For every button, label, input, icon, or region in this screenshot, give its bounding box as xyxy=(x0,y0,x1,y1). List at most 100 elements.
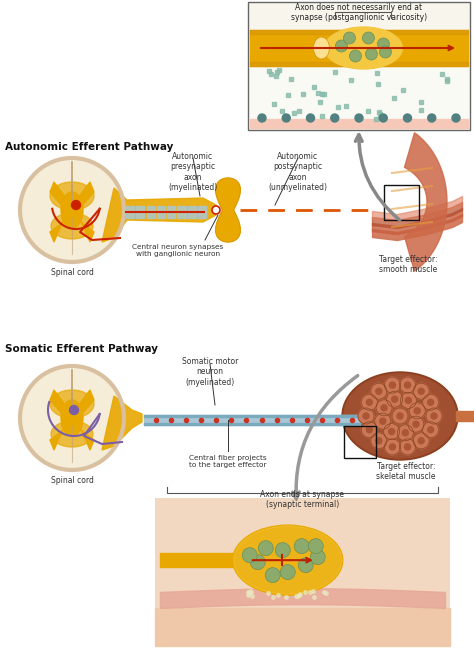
Circle shape xyxy=(310,550,325,565)
Ellipse shape xyxy=(233,525,343,595)
Circle shape xyxy=(366,399,373,405)
Circle shape xyxy=(349,50,362,62)
Text: Axon does not necessarily end at
synapse (postganglionic varicosity): Axon does not necessarily end at synapse… xyxy=(291,3,427,23)
Circle shape xyxy=(344,32,356,44)
Circle shape xyxy=(426,408,442,424)
Circle shape xyxy=(275,543,290,557)
Circle shape xyxy=(452,114,460,122)
Circle shape xyxy=(363,413,369,419)
Bar xyxy=(344,426,376,458)
Ellipse shape xyxy=(50,182,94,210)
Circle shape xyxy=(20,158,124,262)
Circle shape xyxy=(336,40,347,52)
Circle shape xyxy=(397,413,403,419)
Circle shape xyxy=(409,403,425,419)
Circle shape xyxy=(258,114,266,122)
Circle shape xyxy=(392,408,408,424)
Text: Target effector:
skeletal muscle: Target effector: skeletal muscle xyxy=(376,462,436,482)
Circle shape xyxy=(375,413,391,429)
Polygon shape xyxy=(50,390,69,416)
Circle shape xyxy=(361,394,377,410)
Circle shape xyxy=(413,383,429,399)
Circle shape xyxy=(414,408,420,414)
Circle shape xyxy=(428,427,434,433)
Circle shape xyxy=(212,206,220,214)
Circle shape xyxy=(413,421,419,427)
Circle shape xyxy=(402,430,408,436)
Ellipse shape xyxy=(61,400,83,436)
Circle shape xyxy=(363,32,374,44)
Text: Axon ends at synapse
(synaptic terminal): Axon ends at synapse (synaptic terminal) xyxy=(261,490,345,509)
Polygon shape xyxy=(404,132,447,271)
Circle shape xyxy=(250,555,265,570)
Circle shape xyxy=(408,416,424,432)
Circle shape xyxy=(390,444,395,450)
Circle shape xyxy=(376,438,382,444)
Circle shape xyxy=(428,399,434,405)
Ellipse shape xyxy=(50,390,94,418)
Circle shape xyxy=(389,428,394,435)
Circle shape xyxy=(387,391,403,407)
Circle shape xyxy=(377,38,390,50)
Circle shape xyxy=(405,397,411,404)
Ellipse shape xyxy=(344,374,456,458)
Circle shape xyxy=(379,114,387,122)
Circle shape xyxy=(392,396,398,402)
Circle shape xyxy=(384,439,401,455)
Polygon shape xyxy=(75,214,94,242)
Circle shape xyxy=(400,439,416,455)
Polygon shape xyxy=(102,396,142,450)
Ellipse shape xyxy=(234,526,342,594)
Ellipse shape xyxy=(51,421,93,447)
Text: Central neuron synapses
with ganglionic neuron: Central neuron synapses with ganglionic … xyxy=(132,244,224,257)
Ellipse shape xyxy=(61,192,83,228)
Circle shape xyxy=(381,405,387,411)
Circle shape xyxy=(390,382,395,388)
Polygon shape xyxy=(216,178,240,242)
Circle shape xyxy=(371,383,387,399)
Circle shape xyxy=(282,114,290,122)
Bar xyxy=(155,498,450,646)
Polygon shape xyxy=(75,182,94,208)
Ellipse shape xyxy=(342,372,458,460)
Text: Target effector:
smooth muscle: Target effector: smooth muscle xyxy=(379,255,437,275)
Circle shape xyxy=(376,400,392,416)
Polygon shape xyxy=(50,214,69,242)
Circle shape xyxy=(355,114,363,122)
Circle shape xyxy=(358,408,374,424)
Circle shape xyxy=(418,438,424,444)
Circle shape xyxy=(307,114,315,122)
Circle shape xyxy=(365,48,377,60)
Circle shape xyxy=(403,114,411,122)
Polygon shape xyxy=(75,422,94,450)
Circle shape xyxy=(380,46,392,58)
Bar xyxy=(248,2,470,130)
Circle shape xyxy=(383,424,400,439)
Text: Autonomic
postsynaptic
axon
(unmyelinated): Autonomic postsynaptic axon (unmyelinate… xyxy=(268,152,328,192)
Circle shape xyxy=(400,377,416,393)
Circle shape xyxy=(380,418,386,424)
Text: Spinal cord: Spinal cord xyxy=(51,268,93,277)
Circle shape xyxy=(418,388,424,394)
Circle shape xyxy=(401,393,416,408)
Circle shape xyxy=(70,406,79,415)
Text: Somatic Efferent Pathway: Somatic Efferent Pathway xyxy=(5,344,158,354)
Circle shape xyxy=(265,568,280,583)
Circle shape xyxy=(376,388,382,394)
Circle shape xyxy=(20,366,124,470)
Circle shape xyxy=(308,539,323,554)
Circle shape xyxy=(242,548,257,563)
Circle shape xyxy=(423,422,438,437)
Polygon shape xyxy=(75,390,94,416)
Circle shape xyxy=(384,377,401,393)
Circle shape xyxy=(413,433,429,448)
Ellipse shape xyxy=(324,27,402,69)
Circle shape xyxy=(298,557,313,572)
Bar xyxy=(384,185,419,220)
Text: Autonomic Efferent Pathway: Autonomic Efferent Pathway xyxy=(5,142,173,152)
Circle shape xyxy=(258,541,273,556)
Polygon shape xyxy=(102,188,216,242)
Circle shape xyxy=(361,422,377,437)
Circle shape xyxy=(294,539,309,554)
Circle shape xyxy=(72,201,81,210)
